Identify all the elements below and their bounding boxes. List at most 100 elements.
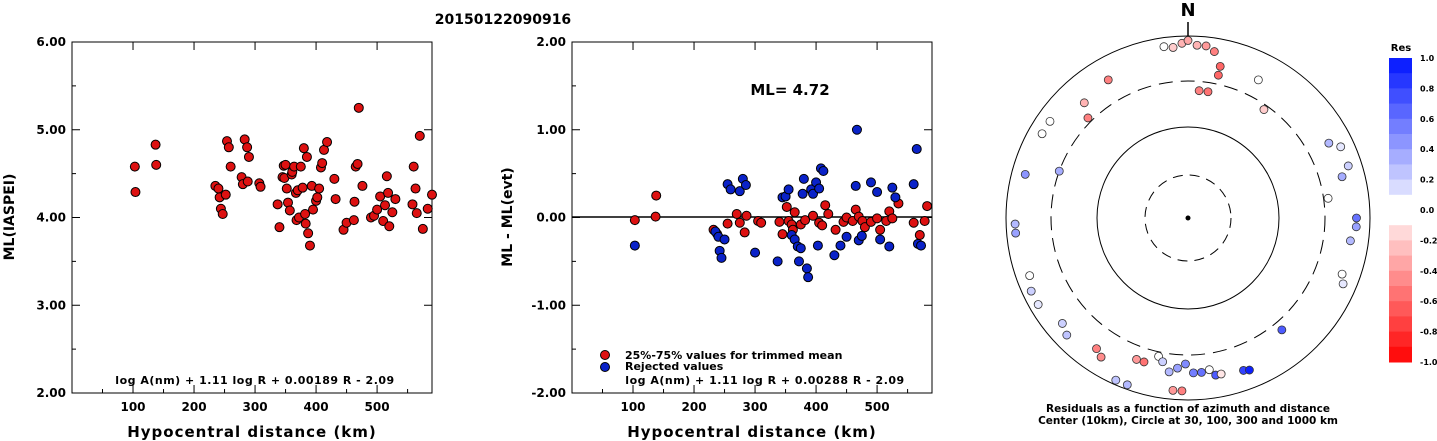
data-point (129, 161, 140, 172)
y-tick-label: 2.00 (36, 386, 66, 400)
north-label: N (1180, 0, 1195, 21)
plot1-xlabel: Hypocentral distance (km) (127, 423, 377, 441)
station-point (1037, 129, 1047, 139)
plot2-ml-annotation: ML= 4.72 (750, 81, 829, 99)
colorbar-title: Res (1391, 43, 1411, 54)
station-point (1033, 300, 1043, 309)
colorbar-cell (1389, 331, 1412, 348)
data-point (756, 217, 767, 228)
data-point (304, 240, 315, 251)
circle-300km (1050, 80, 1326, 356)
legend-marker-trimmed (600, 350, 610, 360)
colorbar-tick-label: -0.4 (1420, 267, 1437, 276)
data-point (372, 204, 383, 215)
data-point (856, 230, 867, 241)
x-tick-label: 200 (682, 400, 707, 414)
data-point (875, 224, 886, 235)
data-point (650, 211, 661, 222)
colorbar-cell (1389, 134, 1412, 150)
station-point (1323, 193, 1333, 203)
data-point (380, 200, 391, 211)
y-tick-label: 4.00 (36, 211, 66, 225)
colorbar-tick-label: 0.4 (1420, 145, 1435, 154)
data-point (835, 240, 846, 251)
data-point (349, 196, 360, 207)
data-point (875, 234, 886, 245)
data-point (390, 194, 401, 205)
data-point (777, 229, 788, 240)
legend-marker-rejected (600, 362, 610, 372)
x-tick-label: 300 (743, 400, 768, 414)
station-point (1079, 98, 1089, 108)
colorbar-tick-label: 0.6 (1420, 115, 1435, 124)
station-point (1204, 365, 1214, 375)
station-point (1062, 330, 1072, 340)
data-point (381, 171, 392, 182)
figure-title: 20150122090916 (435, 12, 571, 28)
data-point (865, 177, 876, 188)
station-point (1194, 86, 1204, 96)
data-point (750, 247, 761, 258)
data-point (820, 200, 831, 211)
station-point (1324, 138, 1334, 148)
colorbar-cell (1389, 73, 1412, 89)
data-point (223, 142, 234, 153)
y-tick-label: 5.00 (36, 123, 66, 137)
station-point (1216, 369, 1226, 379)
colorbar-cell (1389, 210, 1412, 226)
data-point (217, 208, 228, 219)
data-point (357, 180, 368, 191)
colorbar-cell (1389, 255, 1412, 272)
station-point (1343, 161, 1353, 171)
polar-caption-1: Residuals as a function of azimuth and d… (1046, 403, 1330, 415)
data-point (303, 228, 314, 239)
data-point (300, 218, 311, 229)
data-point (719, 234, 730, 245)
data-point (817, 220, 828, 231)
center-point (1185, 215, 1191, 221)
data-point (427, 189, 437, 200)
colorbar-cell (1389, 103, 1412, 120)
data-point (414, 130, 425, 141)
data-point (781, 201, 792, 212)
station-point (1192, 40, 1202, 50)
data-point (731, 208, 742, 219)
colorbar-tick-label: 0.2 (1420, 176, 1434, 185)
x-tick-label: 100 (120, 400, 145, 414)
data-point (298, 143, 309, 154)
data-point (872, 187, 883, 198)
colorbar-cell (1389, 316, 1412, 333)
colorbar-cell (1389, 118, 1412, 135)
data-point (739, 227, 750, 238)
data-point (314, 183, 325, 194)
data-point (884, 241, 895, 252)
data-point (330, 194, 341, 205)
station-point (1139, 357, 1149, 367)
polar-residual-plot: N Residuals as a function of azimuth and… (1005, 0, 1371, 427)
data-point (734, 217, 745, 228)
data-point (795, 243, 806, 254)
colorbar-tick-label: -1.0 (1420, 358, 1437, 367)
station-point (1209, 47, 1219, 56)
data-point (908, 217, 919, 228)
data-point (774, 216, 785, 227)
station-point (1245, 365, 1254, 375)
station-point (1352, 213, 1361, 223)
x-tick-label: 400 (804, 400, 829, 414)
data-point (803, 272, 814, 283)
plot-ml-vs-distance: 100 200 300 400 500 6.00 5.00 4.00 3.00 2.00 ML(I… (2, 35, 437, 441)
station-point (1111, 375, 1121, 385)
data-point (272, 199, 283, 210)
data-point (274, 222, 285, 233)
station-point (1277, 325, 1287, 335)
data-point (243, 151, 254, 162)
colorbar-cell (1389, 88, 1412, 105)
data-point (408, 161, 419, 172)
station-point (1213, 70, 1223, 80)
data-point (919, 216, 930, 227)
station-point (1203, 87, 1213, 97)
station-point (1259, 105, 1269, 114)
data-point (812, 240, 823, 251)
station-point (1168, 385, 1178, 395)
